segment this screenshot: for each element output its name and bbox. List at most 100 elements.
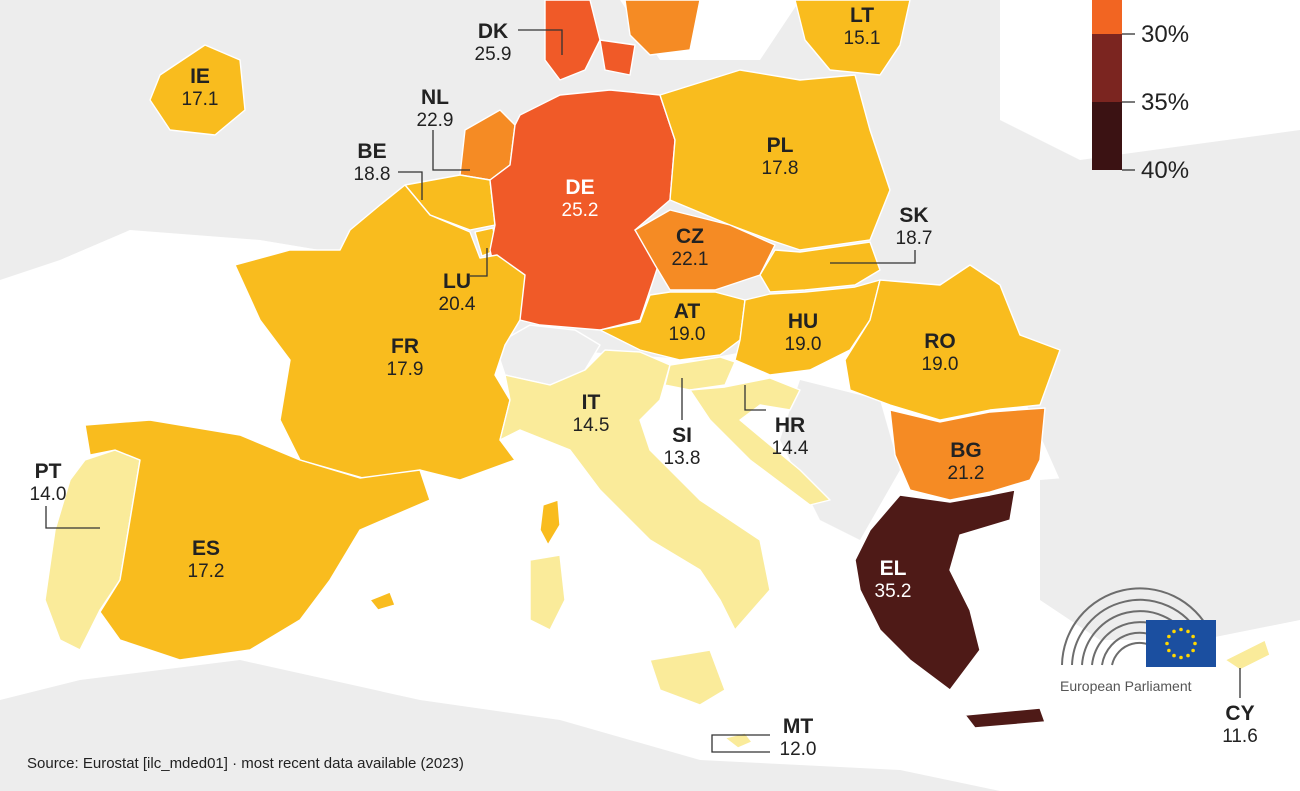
country-code-CZ: CZ (676, 225, 704, 248)
country-value-CZ: 22.1 (672, 249, 709, 270)
country-code-DE: DE (565, 176, 594, 199)
leader-PT (45, 506, 100, 529)
country-code-AT: AT (674, 300, 701, 323)
country-code-HU: HU (788, 310, 818, 333)
eu-star-icon (1193, 641, 1197, 646)
country-value-HU: 19.0 (785, 334, 822, 355)
country-shape-RO[interactable] (844, 264, 1061, 421)
eu-star-icon (1191, 634, 1195, 639)
country-code-EL: EL (880, 557, 907, 580)
country-value-HR: 14.4 (772, 438, 809, 459)
country-shape-EL[interactable] (854, 489, 1016, 691)
country-shape-ES-baleares (369, 591, 396, 611)
country-value-FR: 17.9 (387, 359, 424, 380)
countries-layer (44, 0, 1271, 749)
country-code-HR: HR (775, 414, 805, 437)
country-code-IE: IE (190, 65, 210, 88)
eu-star-icon (1186, 629, 1190, 634)
country-value-EL: 35.2 (875, 581, 912, 602)
leader-SK (830, 250, 916, 264)
country-value-BG: 21.2 (948, 463, 985, 484)
country-value-AT: 19.0 (669, 324, 706, 345)
country-value-PL: 17.8 (762, 158, 799, 179)
country-value-MT: 12.0 (780, 739, 817, 760)
eu-star-icon (1186, 653, 1190, 658)
country-code-ES: ES (192, 537, 220, 560)
country-value-BE: 18.8 (354, 164, 391, 185)
country-code-SK: SK (899, 204, 928, 227)
leader-LU (470, 248, 488, 277)
eu-star-icon (1179, 655, 1183, 660)
country-code-LU: LU (443, 270, 471, 293)
leader-lines (45, 29, 1241, 753)
logo-text: European Parliament (1060, 678, 1192, 694)
country-value-IE: 17.1 (182, 89, 219, 110)
country-shape-PL[interactable] (659, 69, 891, 251)
country-value-NL: 22.9 (417, 110, 454, 131)
eu-star-icon (1172, 653, 1176, 658)
legend-swatch-3 (1092, 102, 1122, 170)
country-code-BE: BE (357, 140, 386, 163)
background-land-britain (150, 0, 420, 220)
country-shape-SE (624, 0, 701, 56)
country-shape-EL-crete (964, 707, 1046, 729)
eu-star-icon (1179, 627, 1183, 632)
country-value-LU: 20.4 (439, 294, 476, 315)
country-shape-HR[interactable] (689, 377, 831, 506)
country-code-RO: RO (924, 330, 956, 353)
country-shape-FR[interactable] (234, 184, 526, 481)
country-shape-SK[interactable] (759, 241, 881, 293)
country-value-LT: 15.1 (844, 28, 881, 49)
legend-tick-40: 40% (1141, 157, 1189, 184)
country-value-CY: 11.6 (1222, 726, 1258, 747)
country-code-LT: LT (850, 4, 874, 27)
country-code-BG: BG (950, 439, 982, 462)
country-value-DE: 25.2 (562, 200, 599, 221)
country-code-SI: SI (672, 424, 692, 447)
source-note: Source: Eurostat [ilc_mded01] · most rec… (27, 755, 464, 772)
country-shape-CY[interactable] (1224, 639, 1271, 671)
eu-flag-icon (1146, 620, 1216, 667)
legend-tick-35: 35% (1141, 89, 1189, 116)
country-code-FR: FR (391, 335, 419, 358)
background-land-africa (0, 660, 1000, 791)
country-code-NL: NL (421, 86, 449, 109)
legend-tick-30: 30% (1141, 21, 1189, 48)
eu-stars-icon (1165, 627, 1197, 660)
country-shape-DK[interactable] (544, 0, 636, 81)
country-shape-FR-corsica (539, 499, 561, 546)
country-code-MT: MT (783, 715, 813, 738)
country-value-SK: 18.7 (896, 228, 933, 249)
background-land-turkey (1040, 450, 1300, 640)
european-parliament-logo: European Parliament (1060, 587, 1216, 694)
country-value-ES: 17.2 (188, 561, 225, 582)
country-shape-IT-sicily (649, 649, 726, 706)
country-shape-ES[interactable] (84, 419, 431, 661)
eu-star-icon (1172, 629, 1176, 634)
country-code-CY: CY (1225, 702, 1254, 725)
country-shape-LT[interactable] (794, 0, 911, 76)
country-code-PT: PT (35, 460, 62, 483)
eu-star-icon (1167, 648, 1171, 653)
eu-star-icon (1167, 634, 1171, 639)
country-value-DK: 25.9 (475, 44, 512, 65)
country-value-SI: 13.8 (664, 448, 701, 469)
country-shape-IT[interactable] (499, 349, 771, 631)
country-value-PT: 14.0 (30, 484, 67, 505)
leader-MT (711, 734, 770, 753)
country-shape-IE[interactable] (149, 44, 246, 136)
country-value-IT: 14.5 (573, 415, 610, 436)
country-shape-BG[interactable] (889, 407, 1046, 501)
leader-HR (744, 385, 766, 411)
country-value-RO: 19.0 (922, 354, 959, 375)
legend-swatch-2 (1092, 34, 1122, 102)
eu-star-icon (1165, 641, 1169, 646)
country-code-DK: DK (478, 20, 508, 43)
leader-DK (518, 29, 563, 55)
eu-star-icon (1191, 648, 1195, 653)
legend-swatch-1 (1092, 0, 1122, 34)
leader-BE (398, 171, 423, 200)
country-code-IT: IT (582, 391, 601, 414)
